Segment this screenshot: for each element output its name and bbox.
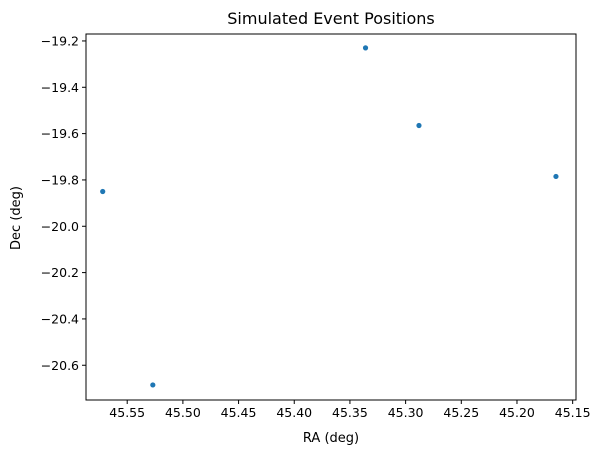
y-tick-label: −20.0 (41, 219, 79, 234)
y-tick-label: −20.4 (41, 311, 79, 326)
y-tick-label: −20.2 (41, 265, 79, 280)
plot-area: 45.55 45.50 45.45 45.40 45.35 45.30 45.25 45.20… (41, 33, 591, 420)
y-tick-label: −19.2 (41, 33, 79, 48)
y-tick-label: −19.4 (41, 80, 79, 95)
data-point (150, 382, 156, 388)
data-point (553, 173, 559, 180)
x-axis-label: RA (deg) (303, 431, 359, 446)
y-tick-label: −19.6 (41, 126, 79, 141)
x-tick-label: 45.15 (555, 405, 591, 420)
y-tick-label: −19.8 (41, 172, 79, 187)
x-tick-label: 45.45 (221, 405, 257, 420)
data-point (100, 188, 106, 195)
x-tick-label: 45.25 (443, 405, 479, 420)
data-point (416, 122, 422, 129)
data-point (362, 45, 369, 51)
x-tick-label: 45.55 (109, 405, 145, 420)
y-tick-label: −20.6 (41, 358, 79, 373)
x-tick-label: 45.20 (499, 405, 535, 420)
plot-frame (85, 33, 577, 401)
x-tick-label: 45.50 (165, 405, 201, 420)
x-tick-label: 45.35 (332, 405, 368, 420)
x-tick-label: 45.40 (276, 405, 312, 420)
y-axis-label: Dec (deg) (9, 186, 24, 250)
chart-title: Simulated Event Positions (227, 9, 435, 28)
x-tick-label: 45.30 (388, 405, 424, 420)
